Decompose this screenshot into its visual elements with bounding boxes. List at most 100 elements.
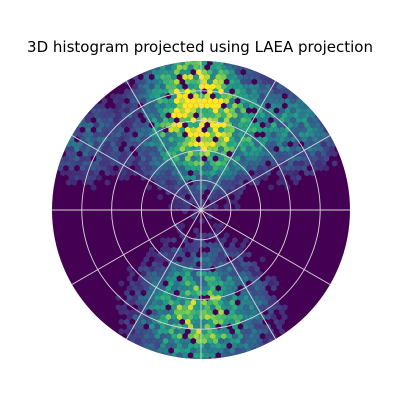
hexbin-cell [196, 78, 202, 85]
hexbin-cell [190, 107, 197, 114]
hexbin-cell [168, 309, 174, 316]
hexbin-cell [104, 141, 111, 148]
hexbin-cell [160, 313, 166, 321]
hexbin-cell [193, 304, 199, 311]
hexbin-cell [279, 126, 285, 133]
hexbin-cell [187, 160, 194, 167]
hexbin-cell [182, 169, 188, 177]
hexbin-cell [187, 342, 194, 349]
hexbin-cell [320, 141, 327, 148]
hexbin-cell [268, 78, 274, 85]
hexbin-cell [71, 160, 77, 167]
hexbin-cell [215, 83, 221, 90]
hexbin-cell [146, 270, 152, 277]
hexbin-cell [193, 160, 199, 167]
hexbin-cell [318, 165, 324, 172]
hexbin-cell [309, 112, 316, 119]
hexbin-cell [232, 73, 238, 81]
hexbin-cell [90, 136, 97, 143]
hexbin-cell [196, 232, 202, 239]
hexbin-cell [140, 88, 147, 95]
hexbin-cell [223, 184, 230, 191]
hexbin-cell [198, 112, 205, 119]
hexbin-cell [107, 136, 113, 143]
hexbin-cell [162, 174, 169, 181]
hexbin-cell [179, 261, 185, 268]
hexbin-cell [251, 289, 258, 297]
hexbin-cell [198, 150, 205, 157]
hexbin-cell [187, 83, 194, 90]
hexbin-cell [218, 193, 224, 201]
hexbin-cell [243, 150, 249, 157]
hexbin-cell [226, 189, 233, 196]
hexbin-cell [251, 126, 258, 133]
hexbin-cell [221, 189, 227, 196]
hexbin-cell [232, 313, 238, 321]
hexbin-cell [215, 179, 221, 186]
hexbin-cell [96, 165, 102, 172]
hexbin-cell [182, 342, 188, 349]
hexbin-cell [221, 275, 227, 282]
hexbin-cell [99, 131, 105, 138]
hexbin-cell [223, 280, 230, 287]
hexbin-cell [129, 299, 136, 306]
hexbin-cell [198, 73, 205, 81]
hexbin-cell [185, 107, 191, 114]
hexbin-cell [82, 131, 88, 138]
hexbin-cell [204, 342, 210, 349]
hexbin-cell [204, 102, 210, 109]
hexbin-cell [76, 169, 83, 177]
hexbin-cell [179, 328, 185, 335]
hexbin-cell [179, 270, 185, 277]
hexbin-cell [115, 112, 122, 119]
hexbin-cell [198, 64, 205, 71]
hexbin-cell [193, 83, 199, 90]
hexbin-cell [270, 275, 277, 282]
hexbin-cell [237, 342, 244, 349]
hexbin-cell [204, 313, 210, 321]
hexbin-cell [254, 141, 260, 148]
hexbin-cell [304, 141, 310, 148]
hexbin-cell [221, 73, 227, 81]
hexbin-cell [193, 237, 199, 244]
hexbin-cell [151, 145, 158, 153]
hexbin-cell [207, 270, 213, 277]
hexbin-cell [173, 126, 180, 133]
hexbin-cell [196, 165, 202, 172]
hexbin-cell [201, 357, 208, 359]
hexbin-cell [76, 141, 83, 148]
hexbin-cell [234, 347, 241, 354]
hexbin-cell [237, 73, 244, 81]
hexbin-cell [234, 203, 241, 210]
hexbin-cell [259, 93, 266, 100]
hexbin-cell [68, 145, 75, 153]
hexbin-cell [179, 165, 185, 172]
hexbin-cell [218, 174, 224, 181]
hexbin-cell [171, 237, 177, 244]
hexbin-cell [265, 131, 271, 138]
hexbin-cell [318, 126, 324, 133]
hexbin-cell [270, 294, 277, 301]
hexbin-cell [284, 165, 291, 172]
hexbin-cell [135, 145, 141, 153]
hexbin-cell [129, 309, 136, 316]
hexbin-cell [226, 112, 233, 119]
hexbin-cell [126, 121, 133, 129]
hexbin-cell [176, 246, 183, 253]
hexbin-cell [257, 97, 263, 105]
hexbin-cell [276, 179, 282, 186]
hexbin-cell [295, 117, 302, 124]
hexbin-cell [221, 313, 227, 321]
hexbin-cell [248, 73, 255, 81]
hexbin-cell [215, 313, 221, 321]
hexbin-cell [201, 117, 208, 124]
hexbin-cell [212, 203, 219, 210]
hexbin-cell [320, 131, 327, 138]
hexbin-cell [282, 112, 288, 119]
hexbin-cell [232, 237, 238, 244]
hexbin-cell [207, 193, 213, 201]
hexbin-cell [265, 294, 271, 301]
hexbin-cell [201, 261, 208, 268]
hexbin-cell [121, 169, 127, 177]
